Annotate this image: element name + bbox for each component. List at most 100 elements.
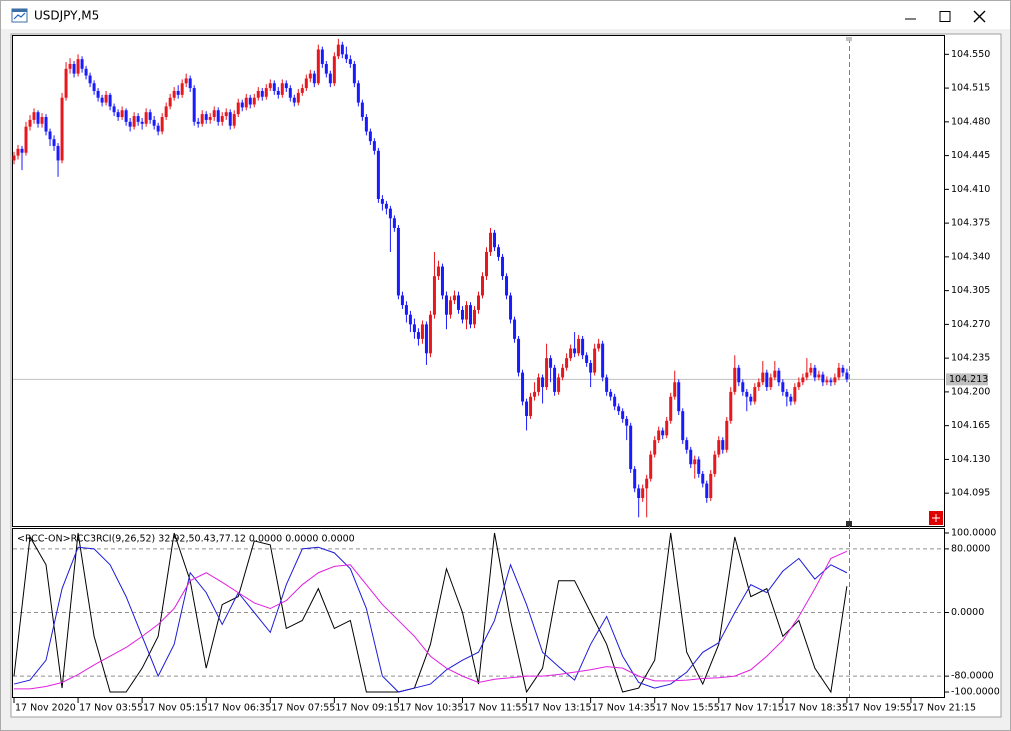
y-tick-label: 104.095 bbox=[951, 488, 990, 499]
candle-body bbox=[192, 88, 196, 122]
candle-body bbox=[336, 44, 340, 57]
candle-body bbox=[825, 380, 829, 383]
candle-body bbox=[809, 367, 813, 373]
candle-body bbox=[204, 114, 208, 120]
candle-body bbox=[757, 382, 761, 388]
candle-body bbox=[505, 276, 509, 296]
candle-body bbox=[553, 367, 557, 392]
shift-marker-bottom[interactable] bbox=[846, 521, 852, 526]
price-pane bbox=[12, 35, 945, 527]
maximize-button[interactable] bbox=[930, 4, 960, 26]
candle-body bbox=[456, 295, 460, 310]
candle-body bbox=[52, 139, 56, 146]
candle-body bbox=[761, 372, 765, 383]
candle-body bbox=[545, 358, 549, 388]
candle-body bbox=[236, 102, 240, 115]
candle-body bbox=[104, 94, 108, 103]
candle-body bbox=[252, 97, 256, 105]
candle-body bbox=[384, 203, 388, 209]
candle-body bbox=[693, 459, 697, 465]
candle-body bbox=[300, 88, 304, 93]
candle-body bbox=[649, 454, 653, 479]
x-tick-label: 17 Nov 07:55 bbox=[271, 703, 335, 714]
candle-body bbox=[841, 367, 845, 373]
candle-body bbox=[721, 440, 725, 450]
candle-body bbox=[256, 90, 260, 98]
y-tick-label: 104.375 bbox=[951, 218, 990, 229]
candle-body bbox=[733, 367, 737, 392]
candle-body bbox=[452, 295, 456, 301]
candle-body bbox=[164, 106, 168, 118]
candle-body bbox=[793, 387, 797, 402]
candle-body bbox=[464, 305, 468, 320]
close-button[interactable] bbox=[964, 4, 994, 26]
candle-body bbox=[176, 90, 180, 95]
candle-body bbox=[428, 314, 432, 354]
candle-body bbox=[617, 406, 621, 412]
candle-body bbox=[248, 97, 252, 105]
candle-body bbox=[581, 338, 585, 356]
candle-body bbox=[76, 59, 80, 74]
candle-body bbox=[521, 372, 525, 402]
x-tick-label: 17 Nov 2020 bbox=[15, 703, 76, 714]
indicator-line bbox=[13, 532, 848, 694]
candle-body bbox=[200, 114, 204, 124]
candle-body bbox=[497, 247, 501, 257]
candle-body bbox=[408, 314, 412, 325]
candle-body bbox=[597, 343, 601, 349]
candle-body bbox=[20, 148, 24, 153]
candle-body bbox=[380, 199, 384, 204]
candle-body bbox=[396, 227, 400, 296]
candle-body bbox=[657, 430, 661, 441]
candle-body bbox=[284, 83, 288, 89]
candle-body bbox=[673, 382, 677, 397]
chart-layer: 104.550 104.515 104.480 104.445 104.410 104.3… bbox=[12, 38, 1000, 714]
candle-body bbox=[432, 276, 436, 315]
candle-body bbox=[789, 396, 793, 402]
candle-body bbox=[100, 97, 104, 103]
candle-body bbox=[120, 110, 124, 118]
candle-body bbox=[64, 68, 68, 98]
candle-body bbox=[509, 295, 513, 320]
x-tick-label: 17 Nov 19:55 bbox=[848, 703, 912, 714]
candle-body bbox=[625, 418, 629, 426]
candle-body bbox=[360, 102, 364, 118]
candle-body bbox=[629, 425, 633, 470]
candle-body bbox=[212, 110, 216, 118]
candle-body bbox=[677, 382, 681, 412]
candle-body bbox=[513, 319, 517, 339]
candle-body bbox=[356, 83, 360, 103]
candle-body bbox=[753, 387, 757, 402]
candle-body bbox=[240, 102, 244, 108]
candle-body bbox=[68, 63, 72, 69]
candle-body bbox=[769, 377, 773, 388]
current-price-box bbox=[946, 373, 988, 386]
candle-body bbox=[112, 106, 116, 113]
shift-marker-top[interactable] bbox=[846, 37, 852, 41]
title-bar bbox=[1, 1, 1010, 29]
minimize-button[interactable] bbox=[896, 4, 926, 26]
candle-body bbox=[324, 63, 328, 74]
x-tick-label: 17 Nov 15:55 bbox=[656, 703, 720, 714]
candle-body bbox=[296, 92, 300, 103]
candle-body bbox=[424, 324, 428, 354]
candle-body bbox=[573, 348, 577, 354]
candle-body bbox=[144, 112, 148, 124]
candle-body bbox=[689, 449, 693, 465]
candle-body bbox=[585, 355, 589, 363]
candle-body bbox=[641, 488, 645, 498]
candle-body bbox=[56, 145, 60, 161]
candle-body bbox=[601, 343, 605, 378]
candle-body bbox=[549, 358, 553, 368]
trade-button[interactable] bbox=[929, 511, 943, 525]
candle-body bbox=[348, 59, 352, 64]
window-icon bbox=[11, 8, 28, 23]
x-tick-label: 17 Nov 17:15 bbox=[720, 703, 784, 714]
candle-body bbox=[621, 411, 625, 419]
candle-body bbox=[244, 97, 248, 108]
candle-body bbox=[196, 121, 200, 124]
candle-body bbox=[533, 391, 537, 397]
candle-body bbox=[501, 256, 505, 277]
candle-body bbox=[481, 276, 485, 296]
candle-body bbox=[773, 370, 777, 378]
